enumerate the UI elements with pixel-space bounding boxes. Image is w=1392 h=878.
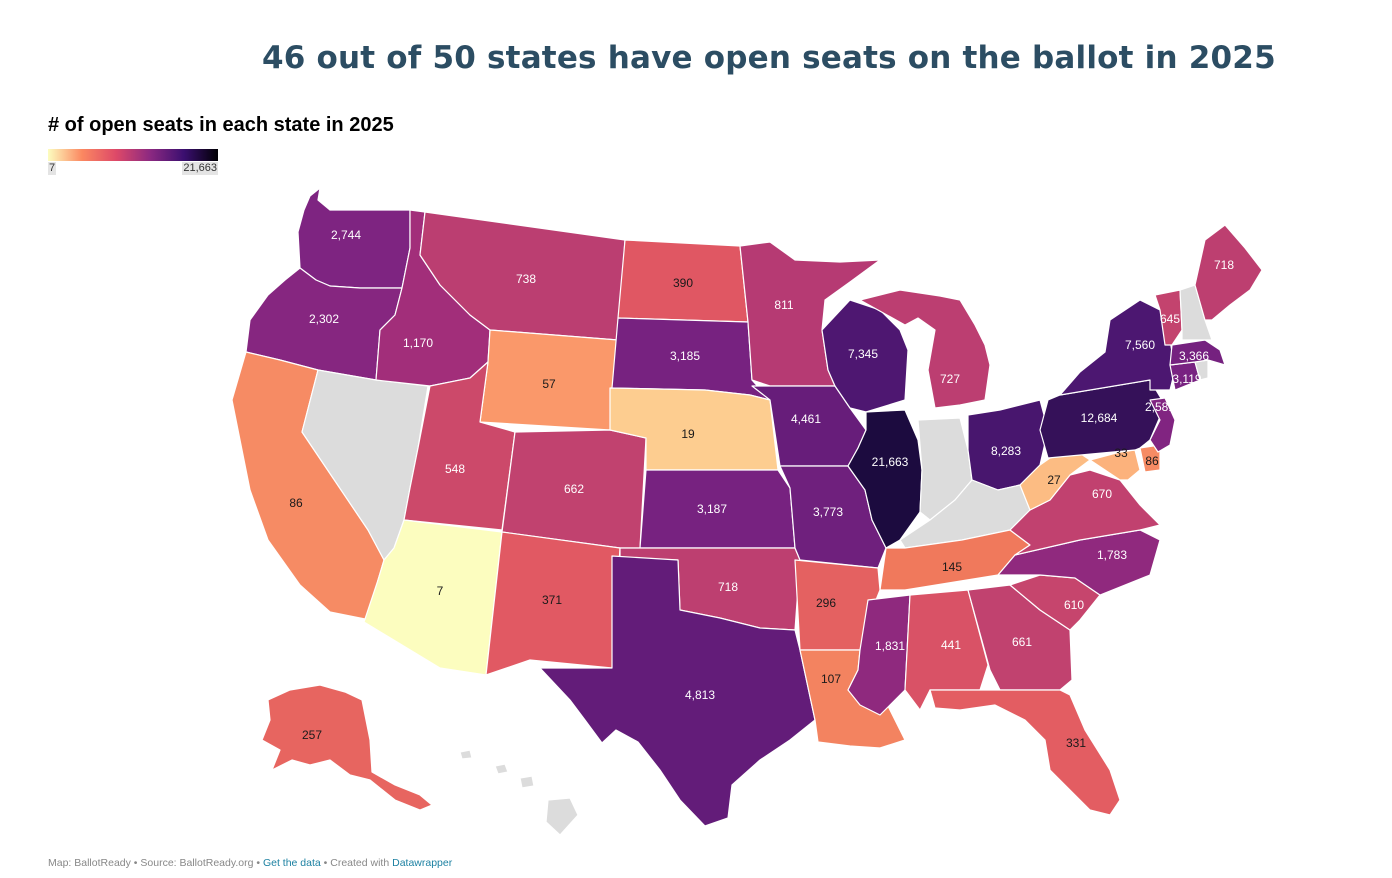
state-label-il: 21,663 bbox=[872, 455, 909, 469]
legend-min-label: 7 bbox=[48, 162, 57, 175]
state-label-ut: 548 bbox=[445, 462, 465, 476]
state-label-id: 1,170 bbox=[403, 336, 433, 350]
state-label-ok: 718 bbox=[718, 580, 738, 594]
state-mn[interactable] bbox=[739, 241, 881, 387]
footer-source: Map: BallotReady • Source: BallotReady.o… bbox=[48, 857, 263, 869]
state-label-ar: 296 bbox=[816, 596, 836, 610]
state-label-wv: 27 bbox=[1047, 473, 1061, 487]
state-wi[interactable] bbox=[821, 299, 909, 413]
state-label-tn: 145 bbox=[942, 560, 962, 574]
state-label-az: 7 bbox=[437, 584, 444, 598]
state-md[interactable] bbox=[1089, 449, 1141, 481]
state-label-va: 670 bbox=[1092, 487, 1112, 501]
state-label-nc: 1,783 bbox=[1097, 548, 1127, 562]
state-label-de: 86 bbox=[1145, 454, 1159, 468]
legend-gradient-bar bbox=[48, 149, 218, 161]
state-label-vt: 645 bbox=[1160, 312, 1180, 326]
state-fl[interactable] bbox=[929, 689, 1121, 816]
state-label-wy: 57 bbox=[542, 377, 556, 391]
state-label-mi: 727 bbox=[940, 372, 960, 386]
state-value-labels: 2,744 2,302 86 1,170 738 57 548 662 7 371 390 3,185… bbox=[289, 228, 1234, 750]
state-label-ne: 19 bbox=[681, 427, 695, 441]
state-label-pa: 12,684 bbox=[1081, 411, 1118, 425]
state-ma[interactable] bbox=[1169, 339, 1226, 366]
state-hi[interactable] bbox=[459, 749, 579, 836]
state-shapes bbox=[231, 187, 1263, 836]
state-label-ny: 7,560 bbox=[1125, 338, 1155, 352]
state-label-oh: 8,283 bbox=[991, 444, 1021, 458]
state-label-al: 441 bbox=[941, 638, 961, 652]
state-label-ak: 257 bbox=[302, 728, 322, 742]
state-label-nj: 2,581 bbox=[1145, 400, 1175, 414]
state-label-fl: 331 bbox=[1066, 736, 1086, 750]
state-label-or: 2,302 bbox=[309, 312, 339, 326]
state-label-ma: 3,366 bbox=[1179, 349, 1209, 363]
state-label-tx: 4,813 bbox=[685, 688, 715, 702]
state-label-mn: 811 bbox=[774, 298, 793, 312]
state-nm[interactable] bbox=[485, 531, 621, 676]
map-subtitle: # of open seats in each state in 2025 bbox=[48, 114, 394, 136]
state-label-ms: 1,831 bbox=[875, 639, 905, 653]
state-label-ca: 86 bbox=[289, 496, 303, 510]
state-label-ks: 3,187 bbox=[697, 502, 727, 516]
state-label-mt: 738 bbox=[516, 272, 536, 286]
state-me[interactable] bbox=[1194, 224, 1263, 321]
state-label-ct: 3,119 bbox=[1172, 372, 1201, 386]
state-label-mo: 3,773 bbox=[813, 505, 843, 519]
state-tx[interactable] bbox=[539, 555, 816, 827]
state-label-sd: 3,185 bbox=[670, 349, 700, 363]
get-the-data-link[interactable]: Get the data bbox=[262, 857, 321, 869]
state-label-ia: 4,461 bbox=[791, 412, 821, 426]
state-label-wi: 7,345 bbox=[848, 347, 878, 361]
chart-title: 46 out of 50 states have open seats on t… bbox=[262, 40, 1276, 76]
legend-max-label: 21,663 bbox=[182, 162, 218, 175]
footer-credits: Map: BallotReady • Source: BallotReady.o… bbox=[48, 857, 452, 869]
state-ak[interactable] bbox=[261, 684, 433, 811]
state-label-co: 662 bbox=[564, 482, 584, 496]
state-label-la: 107 bbox=[821, 672, 841, 686]
state-label-nd: 390 bbox=[673, 276, 693, 290]
footer-created-with: • Created with bbox=[320, 857, 393, 869]
state-label-me: 718 bbox=[1214, 258, 1234, 272]
color-legend: 7 21,663 bbox=[48, 149, 218, 176]
state-label-nm: 371 bbox=[542, 593, 562, 607]
datawrapper-link[interactable]: Datawrapper bbox=[392, 857, 453, 869]
state-mi[interactable] bbox=[859, 289, 991, 409]
state-label-md: 33 bbox=[1114, 446, 1128, 460]
legend-labels: 7 21,663 bbox=[48, 162, 218, 176]
state-wy[interactable] bbox=[479, 329, 619, 431]
state-nj[interactable] bbox=[1149, 397, 1176, 453]
state-label-ga: 661 bbox=[1012, 635, 1032, 649]
state-label-wa: 2,744 bbox=[331, 228, 361, 242]
state-label-sc: 610 bbox=[1064, 598, 1084, 612]
state-ny[interactable] bbox=[1059, 299, 1176, 396]
